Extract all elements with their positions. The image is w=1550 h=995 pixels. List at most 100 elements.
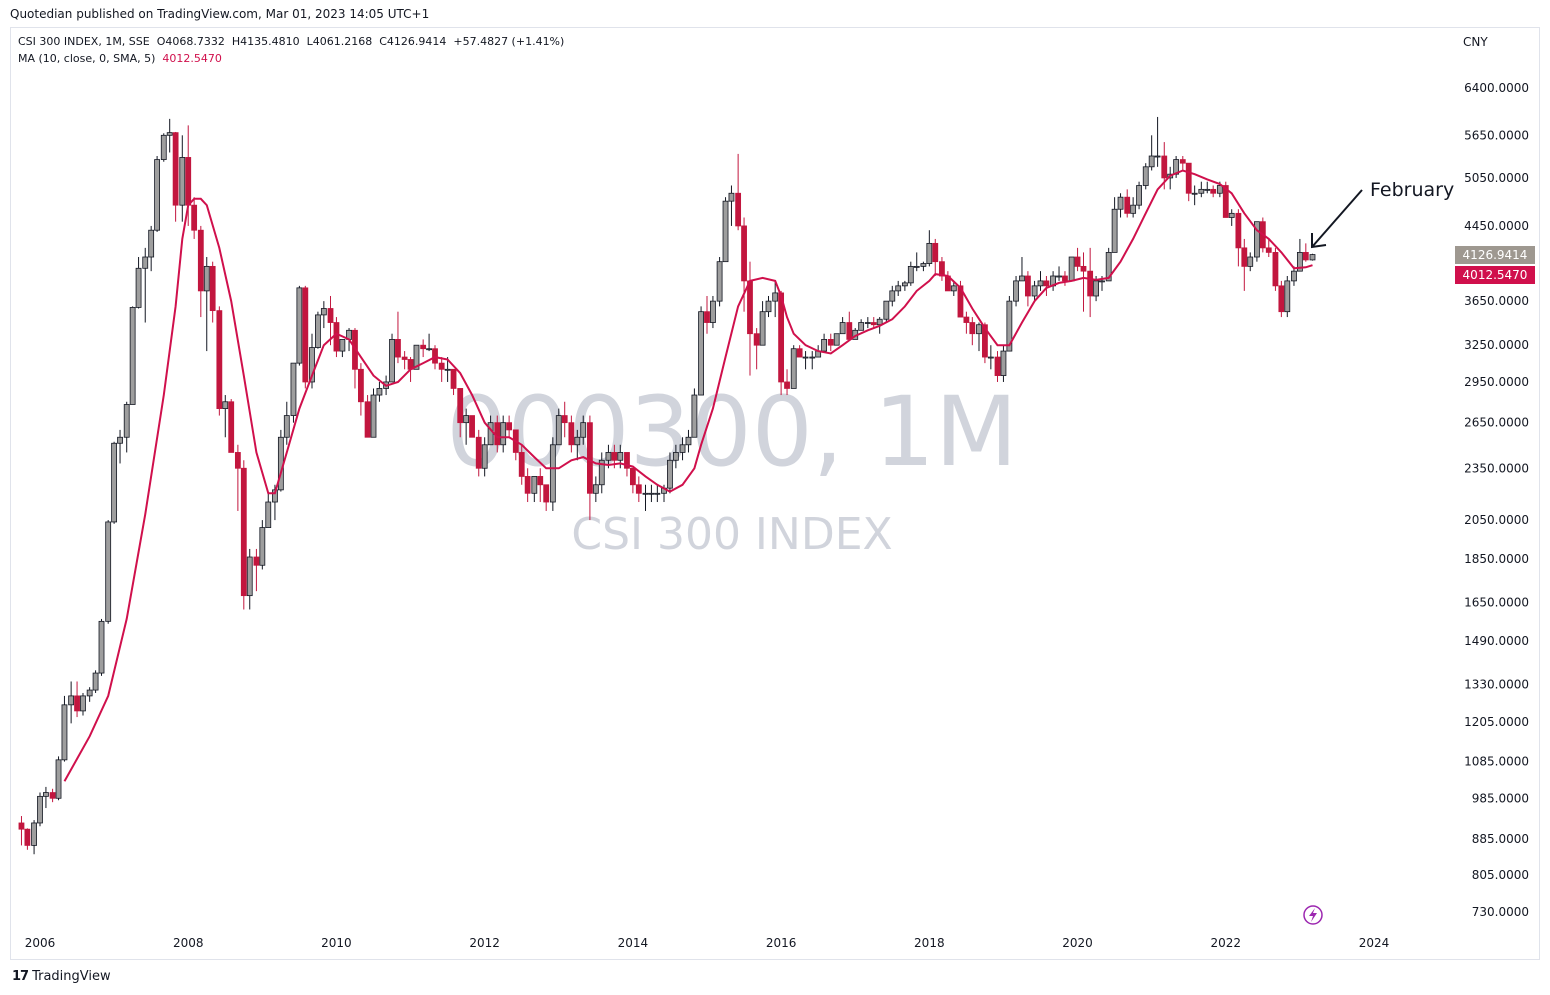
tradingview-logo[interactable]: 17 TradingView: [12, 969, 111, 984]
candle: [123, 401, 130, 453]
candle-body: [920, 263, 927, 267]
candle: [1087, 247, 1094, 318]
candle: [1204, 181, 1211, 194]
candle: [1062, 271, 1068, 286]
candle: [629, 467, 636, 494]
candle: [395, 311, 401, 364]
candle: [679, 437, 686, 461]
candle: [587, 415, 593, 521]
y-tick-label: 805.0000: [1472, 868, 1529, 882]
candle: [667, 452, 673, 494]
published-credit: Quotedian published on TradingView.com, …: [10, 7, 430, 21]
lightning-icon[interactable]: [1303, 905, 1323, 925]
candle: [691, 388, 698, 438]
candle: [796, 345, 803, 358]
x-tick-label: 2016: [766, 936, 797, 950]
candle-body: [1198, 188, 1205, 194]
candle: [203, 257, 210, 352]
candle-body: [987, 356, 994, 359]
candle: [290, 362, 297, 423]
candle-body: [722, 200, 729, 263]
candle: [1235, 209, 1242, 267]
candle-body: [191, 204, 198, 231]
candle: [1068, 256, 1075, 282]
y-tick-label: 2350.0000: [1464, 461, 1529, 475]
candle: [24, 828, 31, 850]
candle: [1272, 247, 1279, 291]
candle: [765, 295, 772, 318]
candle-body: [1235, 212, 1242, 249]
candle: [315, 311, 321, 349]
candle-body: [1080, 265, 1087, 272]
y-tick-label: 2650.0000: [1464, 416, 1529, 430]
y-tick-label: 1850.0000: [1464, 552, 1529, 566]
candle: [1291, 266, 1297, 286]
candle-body: [698, 311, 704, 396]
candle-body: [469, 415, 475, 438]
candle: [327, 295, 334, 346]
candle-body: [1222, 185, 1229, 218]
candle-body: [926, 242, 933, 264]
y-tick-label: 730.0000: [1472, 905, 1529, 919]
y-tick-label: 985.0000: [1472, 791, 1529, 805]
candle: [222, 395, 229, 438]
candle: [926, 230, 933, 267]
candle: [654, 484, 661, 503]
candle-body: [747, 280, 753, 335]
candle-body: [1241, 247, 1248, 267]
candle-body: [617, 452, 624, 461]
candle: [172, 131, 179, 222]
candle-body: [1093, 280, 1099, 297]
candle-body: [444, 368, 451, 371]
candle: [1117, 193, 1124, 218]
candle-body: [598, 459, 605, 486]
candle: [166, 118, 173, 153]
candle-body: [759, 311, 766, 346]
candle: [197, 225, 204, 318]
candle-body: [24, 828, 31, 846]
candle-body: [148, 229, 155, 258]
y-tick-label: 2950.0000: [1464, 375, 1529, 389]
candle: [370, 388, 377, 438]
candle-body: [105, 521, 112, 622]
candle: [987, 345, 994, 370]
candle-body: [889, 290, 896, 302]
candle-body: [704, 311, 710, 323]
candle-body: [839, 322, 846, 335]
candle-body: [55, 759, 62, 799]
candle-body: [1148, 155, 1155, 168]
candle-body: [222, 401, 229, 410]
candle: [148, 225, 155, 272]
candle: [191, 197, 198, 239]
candle-body: [710, 300, 716, 323]
candle-body: [203, 265, 210, 292]
candle: [833, 333, 840, 346]
candle-body: [309, 347, 315, 383]
y-tick-label: 2050.0000: [1464, 513, 1529, 527]
candle: [37, 792, 43, 827]
candle: [1241, 238, 1248, 291]
candle: [543, 484, 550, 511]
candle: [1254, 221, 1260, 262]
y-tick-label: 6400.0000: [1464, 81, 1529, 95]
candle-body: [31, 822, 37, 846]
candle: [92, 670, 99, 693]
annotation-arrow[interactable]: [1311, 189, 1363, 249]
candle-body: [457, 388, 464, 424]
candle: [179, 135, 186, 222]
ma-legend-label: MA (10, close, 0, SMA, 5): [18, 52, 156, 65]
candle-body: [1216, 185, 1223, 194]
candle-body: [1272, 252, 1279, 287]
candle: [728, 185, 735, 226]
x-tick-label: 2022: [1211, 936, 1242, 950]
candle: [1025, 271, 1031, 307]
candle-body: [1013, 280, 1019, 302]
candle-body: [1302, 252, 1309, 261]
candle-body: [827, 339, 834, 346]
candle-body: [413, 344, 420, 370]
candle: [561, 401, 568, 438]
candle-body: [117, 436, 123, 444]
candle-body: [364, 401, 371, 438]
x-tick-label: 2024: [1359, 936, 1390, 950]
